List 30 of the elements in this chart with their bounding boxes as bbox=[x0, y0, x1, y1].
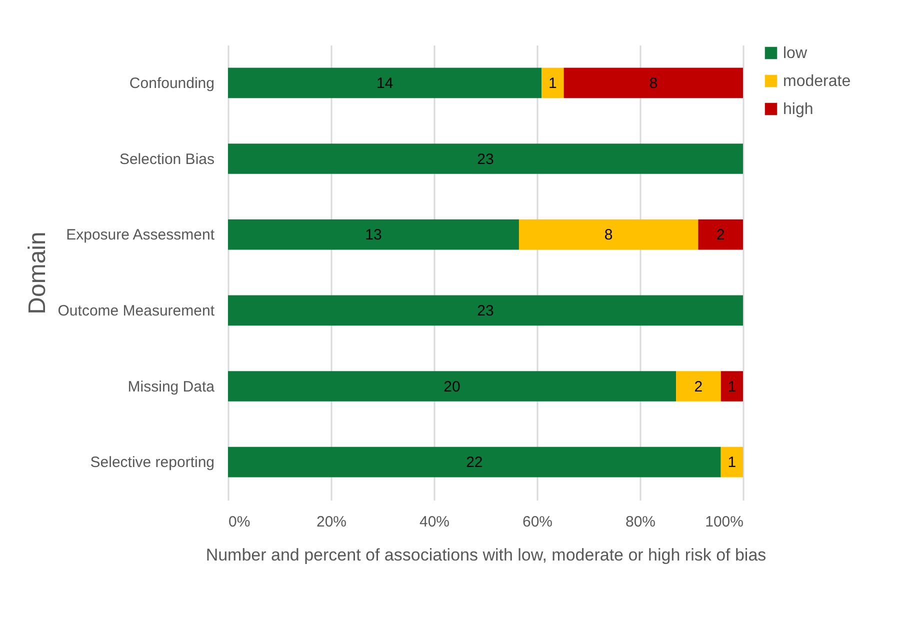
annotation: 1 bbox=[728, 454, 736, 472]
annotation: 13 bbox=[365, 226, 382, 244]
annotation: 1 bbox=[548, 74, 557, 92]
y-axis-title: Domain bbox=[24, 232, 51, 314]
annotation: 23 bbox=[477, 302, 494, 320]
legend-label: high bbox=[783, 101, 814, 118]
x-tick-label: 60% bbox=[522, 514, 553, 530]
annotation: 2 bbox=[694, 378, 703, 396]
y-tick-label: Exposure Assessment bbox=[66, 226, 216, 244]
x-tick-label: 100% bbox=[705, 514, 744, 530]
annotation: 2 bbox=[716, 226, 725, 244]
annotation: 8 bbox=[604, 226, 613, 244]
legend-label: moderate bbox=[783, 73, 851, 90]
annotation: 14 bbox=[376, 74, 394, 92]
annotation: 22 bbox=[466, 454, 483, 472]
y-tick-label: Outcome Measurement bbox=[58, 302, 216, 320]
y-tick-label: Missing Data bbox=[128, 378, 216, 396]
y-tick-label: Selective reporting bbox=[90, 454, 214, 472]
y-tick-label: Confounding bbox=[129, 74, 214, 92]
annotation: 1 bbox=[728, 378, 736, 396]
x-tick-label: 80% bbox=[625, 514, 656, 530]
x-tick-label: 0% bbox=[228, 514, 250, 530]
annotation: 8 bbox=[649, 74, 658, 92]
x-tick-label: 40% bbox=[419, 514, 450, 530]
x-tick-label: 20% bbox=[316, 514, 347, 530]
x-axis-title: Number and percent of associations with low, moderate or high risk of bias bbox=[206, 546, 766, 564]
annotation: 23 bbox=[477, 150, 494, 168]
legend-label: low bbox=[783, 45, 808, 62]
y-tick-label: Selection Bias bbox=[119, 150, 214, 168]
annotation: 20 bbox=[444, 378, 460, 396]
